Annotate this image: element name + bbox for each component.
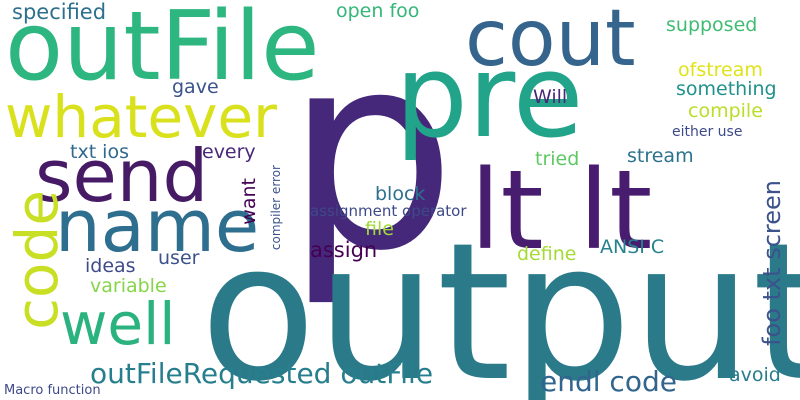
word-p: p xyxy=(285,0,457,310)
word-either-use: either use xyxy=(672,124,743,140)
word-gave: gave xyxy=(172,76,219,98)
word-send: send xyxy=(35,134,209,218)
word-stream: stream xyxy=(627,145,694,167)
word-every: every xyxy=(202,141,256,163)
word-pre: pre xyxy=(395,30,584,164)
word-compiler-error: compiler error xyxy=(269,165,283,251)
word-ideas: ideas xyxy=(85,255,136,277)
word-assign: assign xyxy=(310,238,378,262)
word-txt-ios: txt ios xyxy=(70,141,129,163)
word-compile: compile xyxy=(688,100,763,122)
word-outfilerequested-outfile: outFileRequested outFile xyxy=(90,357,434,390)
word-user: user xyxy=(158,247,200,269)
word-foo-txt-screen: foo txt screen xyxy=(758,180,786,346)
word-specified: specified xyxy=(12,0,107,24)
word-want: want xyxy=(238,178,260,225)
word-ansi-c: ANSI C xyxy=(600,236,665,258)
word-supposed: supposed xyxy=(666,14,758,36)
word-cout: cout xyxy=(465,0,636,84)
word-something: something xyxy=(676,78,777,100)
word-avoid: avoid xyxy=(729,364,781,386)
word-lt-lt: lt lt xyxy=(470,146,653,274)
word-name: name xyxy=(55,184,260,268)
word-will: Will xyxy=(533,86,568,108)
word-well: well xyxy=(60,290,176,358)
word-endl-code: endl code xyxy=(540,365,677,398)
word-outfile: outFile xyxy=(5,0,320,102)
word-define: define xyxy=(517,243,577,265)
word-code: code xyxy=(3,190,71,330)
word-output: output xyxy=(200,202,800,400)
word-variable: variable xyxy=(90,275,167,297)
word-ofstream: ofstream xyxy=(678,59,763,81)
word-whatever: whatever xyxy=(5,83,278,151)
word-block: block xyxy=(375,183,426,205)
word-file: file xyxy=(365,218,394,240)
word-macro-function: Macro function xyxy=(4,383,101,398)
word-open-foo: open foo xyxy=(336,0,420,22)
word-tried: tried xyxy=(535,148,580,170)
word-assignment-operator: assignment operator xyxy=(310,202,467,220)
